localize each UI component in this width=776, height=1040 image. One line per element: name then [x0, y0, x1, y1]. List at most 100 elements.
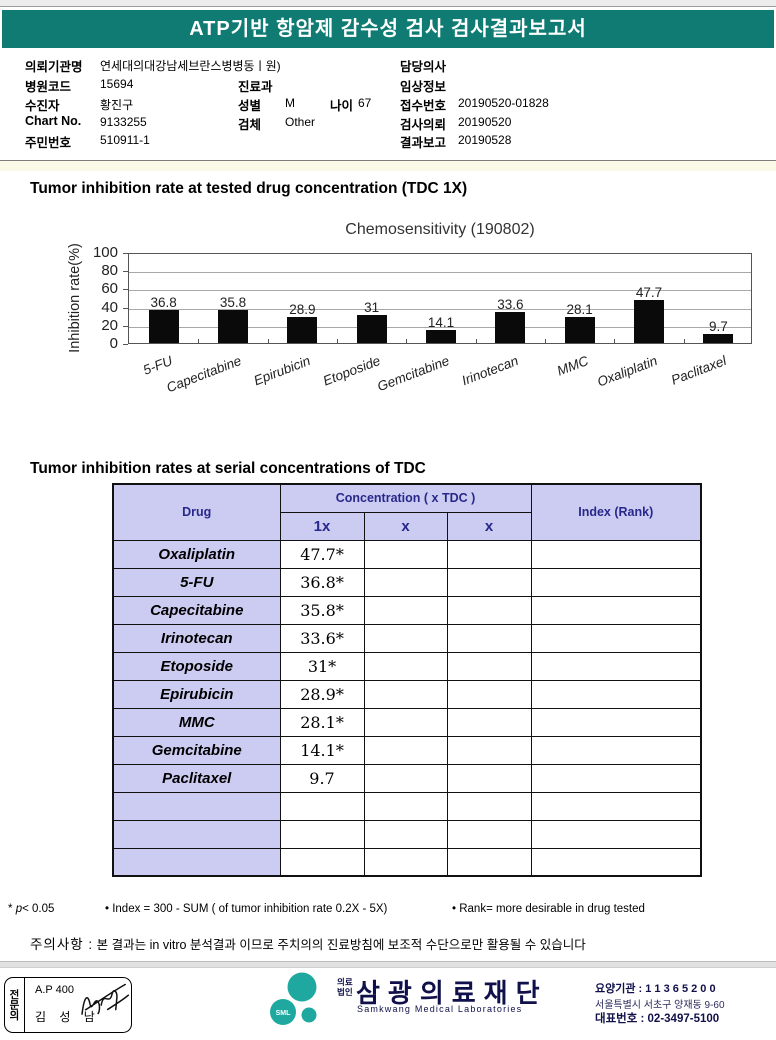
chart-bar-value: 28.1 [566, 302, 593, 318]
value-x3-cell [446, 819, 532, 849]
specialist-stamp: 전문의 A.P 400 김 성 남 [4, 977, 132, 1033]
index-rank-cell [530, 735, 702, 765]
chart-x-tick-mark [475, 339, 477, 343]
value-1x-cell [279, 819, 365, 849]
drug-name-cell: Epirubicin [112, 679, 281, 709]
chart-y-tick-label: 80 [101, 262, 118, 280]
index-rank-cell [530, 539, 702, 569]
stamp-code: A.P 400 [35, 984, 74, 996]
chart-bar-value: 47.7 [635, 284, 663, 300]
org-type: 의료 법인 [337, 977, 353, 997]
chart-y-tick-label: 0 [109, 335, 118, 352]
chart-x-tick-mark [683, 339, 685, 343]
chart-bar-value: 9.7 [708, 319, 728, 335]
result-table: Drug Concentration ( x TDC ) Index (Rank… [112, 483, 702, 877]
specimen-value: Other [285, 115, 316, 129]
doctor-label: 담당의사 [400, 60, 447, 74]
index-rank-cell [530, 567, 702, 597]
chart-x-tick-mark [198, 339, 200, 343]
subcol-x3: x [446, 511, 532, 541]
chart-bar [148, 309, 179, 343]
value-x2-cell [363, 539, 448, 569]
sex-value: M [285, 96, 295, 110]
sml-logo-icon: SML [270, 972, 317, 1025]
chart-bar [495, 312, 526, 343]
value-x3-cell [446, 791, 532, 821]
value-x2-cell [363, 791, 448, 821]
value-1x-cell: 9.7 [279, 763, 365, 793]
drug-name-cell [112, 819, 281, 849]
receipt-value: 20190520-01828 [458, 96, 549, 110]
footnote-rank: • Rank= more desirable in drug tested [452, 903, 645, 915]
footnote-p-star: * [8, 903, 13, 915]
drug-name-cell: Paclitaxel [112, 763, 281, 793]
value-x3-cell [446, 623, 532, 653]
chart-x-label: Paclitaxel [669, 353, 729, 388]
request-label: 검사의뢰 [400, 118, 447, 132]
chart-y-tick-label: 100 [92, 244, 118, 261]
age-label: 나이 [330, 99, 354, 113]
section1-title: Tumor inhibition rate at tested drug con… [30, 180, 468, 197]
logo-sml-text: SML [276, 1010, 292, 1017]
caution-text: 본 결과는 in vitro 분석결과 이므로 주치의의 진료방침에 보조적 수… [96, 938, 586, 952]
index-rank-cell [530, 791, 702, 821]
value-x2-cell [363, 651, 448, 681]
clinical-label: 임상정보 [400, 80, 447, 94]
chart-plot: 36.8 35.8 28.9 31 14.1 33.6 28.1 47.7 9.7 [128, 253, 752, 344]
chart-y-tick-label: 40 [101, 298, 118, 316]
sex-label: 성별 [238, 99, 262, 113]
value-x2-cell [363, 847, 448, 877]
value-x2-cell [363, 735, 448, 765]
value-x2-cell [363, 679, 448, 709]
value-x3-cell [446, 707, 532, 737]
chart-y-tick-label: 20 [101, 316, 118, 334]
drug-name-cell: Irinotecan [112, 623, 281, 653]
table-row [112, 819, 702, 849]
chart-x-tick-mark [545, 339, 546, 343]
patient-name: 황진구 [100, 98, 134, 112]
lab-name: 삼광의료재단 [356, 978, 548, 1008]
resident-label: 주민번호 [25, 136, 72, 150]
footnote-p-rest: < 0.05 [22, 903, 55, 915]
hospital-code-value: 15694 [100, 77, 134, 91]
chart-y-tick-mark [123, 253, 128, 254]
chart-y-tick-mark [123, 325, 128, 327]
chart-x-tick-mark [267, 339, 269, 343]
chart-bar [218, 310, 248, 343]
chart-bar-value: 36.8 [150, 294, 177, 310]
index-rank-cell [530, 595, 702, 625]
value-x3-cell [446, 847, 532, 877]
value-x3-cell [446, 735, 532, 765]
value-1x-cell: 28.1* [279, 707, 365, 737]
patient-label: 수진자 [25, 99, 60, 113]
table-row: Paclitaxel 9.7 [112, 763, 702, 793]
chart-bar-value: 14.1 [427, 315, 455, 331]
stamp-side-label: 전문의 [5, 978, 25, 1032]
table-row: Capecitabine 35.8* [112, 595, 702, 625]
value-x3-cell [446, 651, 532, 681]
footnote-index: • Index = 300 - SUM ( of tumor inhibitio… [105, 903, 388, 915]
drug-name-cell: Capecitabine [112, 595, 281, 625]
lab-name-english: Samkwang Medical Laboratories [357, 1004, 523, 1014]
value-1x-cell: 14.1* [279, 735, 365, 765]
chart-bar [564, 317, 595, 343]
value-x2-cell [363, 707, 448, 737]
value-1x-cell: 33.6* [279, 623, 365, 653]
chart-x-label: Epirubicin [251, 353, 313, 389]
chart-y-tick-mark [123, 271, 128, 273]
chart-x-tick-mark [614, 339, 616, 343]
col-header-drug: Drug [112, 483, 281, 541]
report-date-value: 20190528 [458, 133, 512, 147]
value-1x-cell: 35.8* [279, 595, 365, 625]
chart-bar [287, 316, 318, 343]
chart-gridline [129, 308, 751, 310]
chart-bar-value: 28.9 [289, 301, 316, 317]
table-row: Irinotecan 33.6* [112, 623, 702, 653]
report-date-label: 결과보고 [400, 136, 447, 150]
table-row: Oxaliplatin 47.7* [112, 539, 702, 569]
receipt-label: 접수번호 [400, 99, 447, 113]
footnote-p: * p< 0.05 [8, 903, 54, 915]
chart-x-label: Irinotecan [459, 353, 521, 389]
chart-gridline [129, 272, 751, 274]
chart-y-tick-label: 60 [101, 280, 118, 298]
